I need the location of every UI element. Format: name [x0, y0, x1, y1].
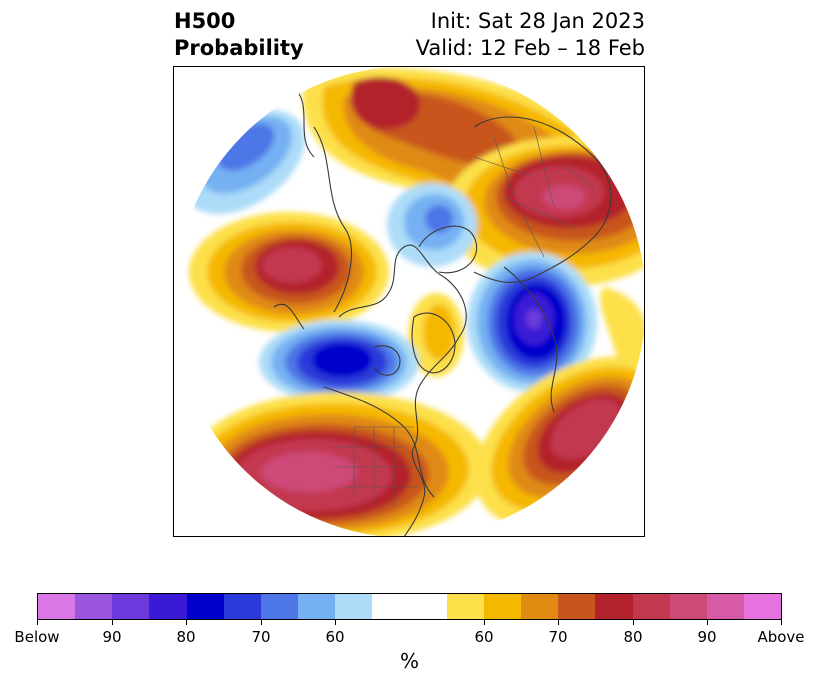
tick-label-above-90: 90: [697, 628, 717, 646]
tick-label-below: Below: [14, 628, 60, 646]
anomaly-east-edge-above: [600, 287, 644, 376]
anomaly-arctic-below: [387, 183, 477, 267]
colorbar-segment: [446, 594, 484, 619]
tick-label-above-80: 80: [623, 628, 643, 646]
colorbar-segment: [669, 594, 707, 619]
colorbar-segment: [223, 594, 261, 619]
probability-map: [174, 67, 644, 536]
colorbar-ticks: Below 90 80 70 60 60 70 80 90 Above: [0, 620, 819, 650]
colorbar-segment: [298, 594, 336, 619]
tick-mark: [707, 620, 708, 625]
anomaly-gulf-alaska-above: [189, 212, 389, 332]
tick-mark: [37, 620, 38, 625]
colorbar-segment: [743, 594, 782, 619]
tick-mark: [484, 620, 485, 625]
tick-label-above-60: 60: [474, 628, 494, 646]
chart-title-right: Init: Sat 28 Jan 2023 Valid: 12 Feb – 18…: [416, 8, 645, 62]
colorbar-unit-label: %: [399, 649, 419, 673]
colorbar-segment: [409, 594, 447, 619]
coastlines: [273, 86, 612, 536]
anomaly-nw-canada-below: [259, 320, 419, 404]
colorbar-segment: [149, 594, 187, 619]
tick-label-below-70: 70: [251, 628, 271, 646]
tick-mark: [781, 620, 782, 625]
colorbar-segment: [372, 594, 410, 619]
political-borders: [334, 126, 595, 507]
anomaly-us-west-above: [189, 392, 489, 536]
title-init-date: Init: Sat 28 Jan 2023: [430, 9, 645, 33]
tick-label-above: Above: [757, 628, 805, 646]
colorbar-segment: [632, 594, 670, 619]
colorbar-segment: [75, 594, 113, 619]
colorbar-segment: [112, 594, 150, 619]
colorbar-segment: [335, 594, 373, 619]
colorbar-segment: [706, 594, 744, 619]
map-panel: [173, 66, 645, 537]
colorbar-segment: [595, 594, 633, 619]
colorbar-segment: [483, 594, 522, 619]
tick-mark: [186, 620, 187, 625]
title-valid-range: Valid: 12 Feb – 18 Feb: [415, 36, 645, 60]
tick-mark: [261, 620, 262, 625]
colorbar-segment: [260, 594, 299, 619]
tick-mark: [112, 620, 113, 625]
tick-mark: [633, 620, 634, 625]
title-metric: Probability: [174, 36, 304, 60]
tick-label-below-80: 80: [176, 628, 196, 646]
tick-label-below-90: 90: [102, 628, 122, 646]
chart-title-left: H500 Probability: [174, 8, 304, 62]
colorbar-segment: [38, 594, 76, 619]
tick-label-below-60: 60: [325, 628, 345, 646]
title-variable: H500: [174, 9, 236, 33]
colorbar-segment: [186, 594, 224, 619]
colorbar-segment: [558, 594, 596, 619]
colorbar-segment: [521, 594, 559, 619]
tick-label-above-70: 70: [548, 628, 568, 646]
tick-mark: [558, 620, 559, 625]
tick-mark: [335, 620, 336, 625]
colorbar: [37, 593, 782, 620]
